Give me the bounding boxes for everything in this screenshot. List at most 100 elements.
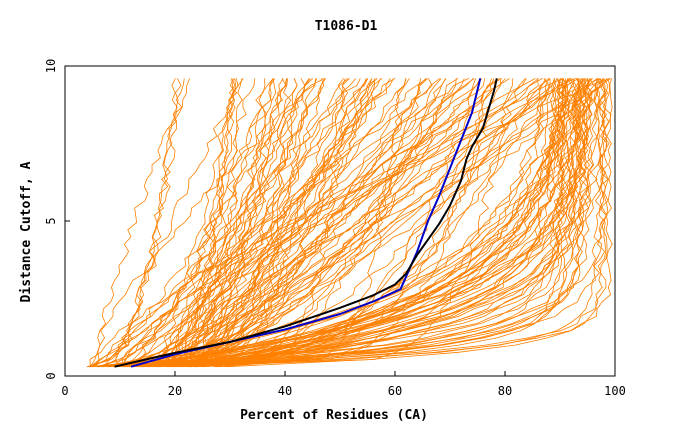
model-curve [161, 78, 407, 368]
model-curve [195, 78, 565, 368]
model-curve [110, 78, 582, 368]
model-curve [187, 78, 587, 368]
model-curve [156, 78, 277, 368]
model-curve [182, 78, 474, 367]
model-curve [174, 78, 326, 367]
model-curve [125, 78, 557, 368]
model-curve [122, 78, 469, 367]
model-curve [156, 78, 378, 367]
model-curve [227, 78, 510, 367]
y-tick-label: 10 [44, 59, 58, 73]
model-curve [147, 78, 592, 368]
model-curve [103, 78, 314, 368]
model-curve [169, 78, 571, 368]
model-curve [191, 78, 594, 368]
model-curve [86, 78, 178, 368]
model-curve [157, 78, 325, 367]
model-curve [160, 78, 236, 367]
model-curve [181, 78, 428, 368]
y-axis-label: Distance Cutoff, A [19, 161, 34, 302]
model-curve [175, 78, 556, 368]
y-tick-label: 5 [44, 217, 58, 224]
model-curve [121, 78, 566, 368]
model-curve [97, 78, 595, 368]
model-curve [215, 78, 550, 368]
model-curve [188, 78, 266, 367]
model-curve [124, 78, 583, 368]
model-curve [138, 78, 361, 367]
model-curve [160, 78, 238, 368]
model-curve [113, 78, 506, 367]
model-curve [199, 78, 298, 367]
model-curve [89, 78, 579, 368]
x-tick-label: 60 [388, 384, 402, 398]
plot-lines [86, 78, 613, 368]
model-curve [141, 78, 298, 368]
model-curve [224, 78, 350, 368]
model-curve [101, 78, 550, 368]
x-tick-label: 80 [498, 384, 512, 398]
model-curve [158, 78, 500, 368]
model-curve [88, 78, 185, 368]
model-curve [176, 78, 583, 368]
highlight-curve-black [114, 78, 498, 368]
model-curve [143, 78, 378, 368]
model-curve [125, 78, 586, 368]
model-curve [151, 78, 287, 368]
x-tick-label: 0 [61, 384, 68, 398]
model-curve [127, 78, 459, 368]
model-curve [177, 78, 316, 368]
model-curve [157, 78, 243, 368]
model-curve [187, 78, 571, 368]
model-curve [167, 78, 613, 368]
model-curve [211, 78, 391, 367]
model-curve [107, 78, 551, 368]
x-axis-ticks: 0 20 40 60 80 100 [61, 371, 626, 398]
model-curve [180, 78, 527, 368]
model-curve [195, 78, 446, 368]
model-curve [164, 78, 239, 367]
y-axis-ticks: 0 5 10 [44, 59, 70, 380]
model-curve [167, 78, 569, 368]
model-curve [123, 78, 576, 367]
model-curve [131, 78, 346, 368]
model-curve [177, 78, 396, 367]
model-curve [90, 78, 306, 368]
model-curve [130, 78, 613, 368]
model-curve [124, 78, 574, 368]
model-curve [184, 78, 561, 368]
model-curve [180, 78, 477, 368]
model-curve [143, 78, 433, 368]
chart-title: T1086-D1 [315, 19, 378, 34]
model-curve [95, 78, 191, 367]
model-curve [194, 78, 603, 368]
y-tick-label: 0 [44, 372, 58, 379]
model-curve [198, 78, 410, 368]
model-curve [229, 78, 369, 367]
x-axis-label: Percent of Residues (CA) [240, 408, 428, 423]
model-curve [202, 78, 609, 368]
model-curve [216, 78, 550, 368]
model-curve [166, 78, 584, 368]
x-tick-label: 40 [278, 384, 292, 398]
model-curve [153, 78, 234, 368]
model-curve [220, 78, 292, 368]
model-curve [89, 78, 325, 367]
model-curve [86, 78, 327, 368]
x-tick-label: 20 [168, 384, 182, 398]
model-curve [115, 78, 244, 367]
model-curve [101, 78, 588, 368]
model-curve [132, 78, 607, 368]
x-tick-label: 100 [604, 384, 626, 398]
model-curve [217, 78, 612, 368]
model-curve [190, 78, 442, 368]
model-curve [133, 78, 457, 368]
model-curve [192, 78, 502, 368]
model-curve [227, 78, 609, 368]
model-curve [185, 78, 579, 367]
model-curve [127, 78, 381, 368]
model-curve [164, 78, 564, 368]
model-curve [152, 78, 447, 368]
model-curve [137, 78, 599, 368]
